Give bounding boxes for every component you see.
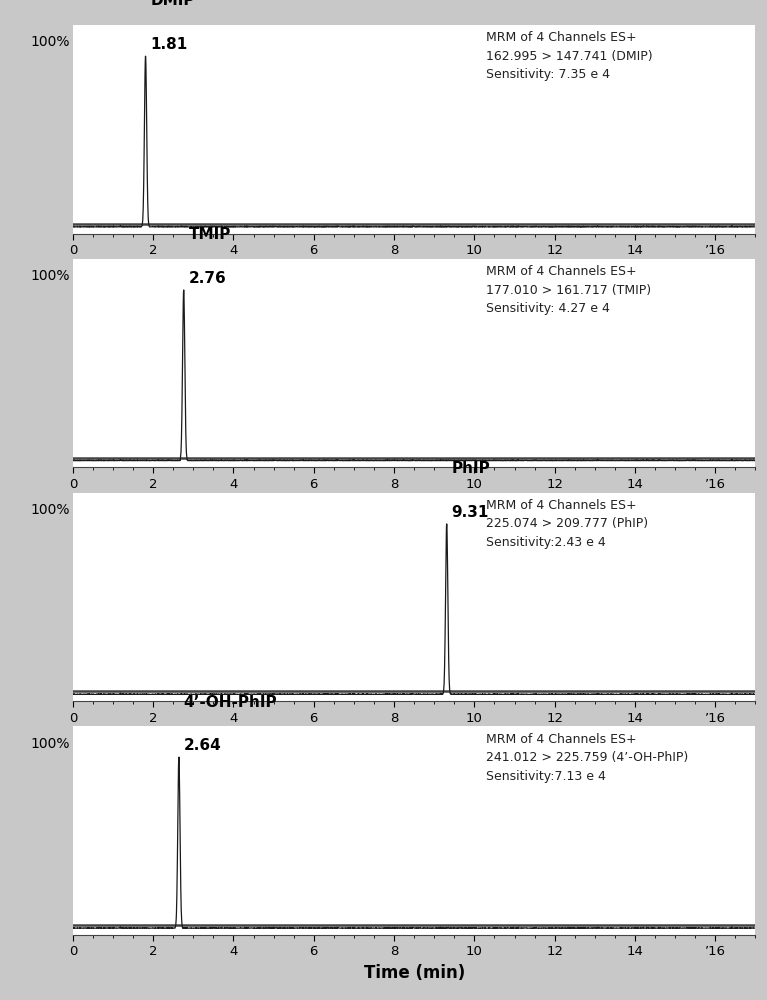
Text: MRM of 4 Channels ES+
177.010 > 161.717 (TMIP)
Sensitivity: 4.27 e 4: MRM of 4 Channels ES+ 177.010 > 161.717 …	[486, 265, 651, 315]
Text: MRM of 4 Channels ES+
225.074 > 209.777 (PhIP)
Sensitivity:2.43 e 4: MRM of 4 Channels ES+ 225.074 > 209.777 …	[486, 499, 648, 549]
Text: 4’-OH-PhIP: 4’-OH-PhIP	[183, 695, 278, 710]
Text: MRM of 4 Channels ES+
241.012 > 225.759 (4’-OH-PhIP)
Sensitivity:7.13 e 4: MRM of 4 Channels ES+ 241.012 > 225.759 …	[486, 733, 688, 783]
X-axis label: Time (min): Time (min)	[364, 964, 465, 982]
Text: 2.64: 2.64	[183, 738, 222, 753]
Text: 100%: 100%	[30, 269, 70, 283]
Text: DMIP: DMIP	[150, 0, 195, 8]
Text: TMIP: TMIP	[189, 227, 231, 242]
Text: 100%: 100%	[30, 737, 70, 751]
Text: 100%: 100%	[30, 35, 70, 49]
Text: PhIP: PhIP	[452, 461, 490, 476]
Text: MRM of 4 Channels ES+
162.995 > 147.741 (DMIP)
Sensitivity: 7.35 e 4: MRM of 4 Channels ES+ 162.995 > 147.741 …	[486, 31, 653, 81]
Text: 2.76: 2.76	[189, 271, 226, 286]
Text: 1.81: 1.81	[150, 37, 188, 52]
Text: 100%: 100%	[30, 503, 70, 517]
Text: 9.31: 9.31	[452, 505, 489, 520]
